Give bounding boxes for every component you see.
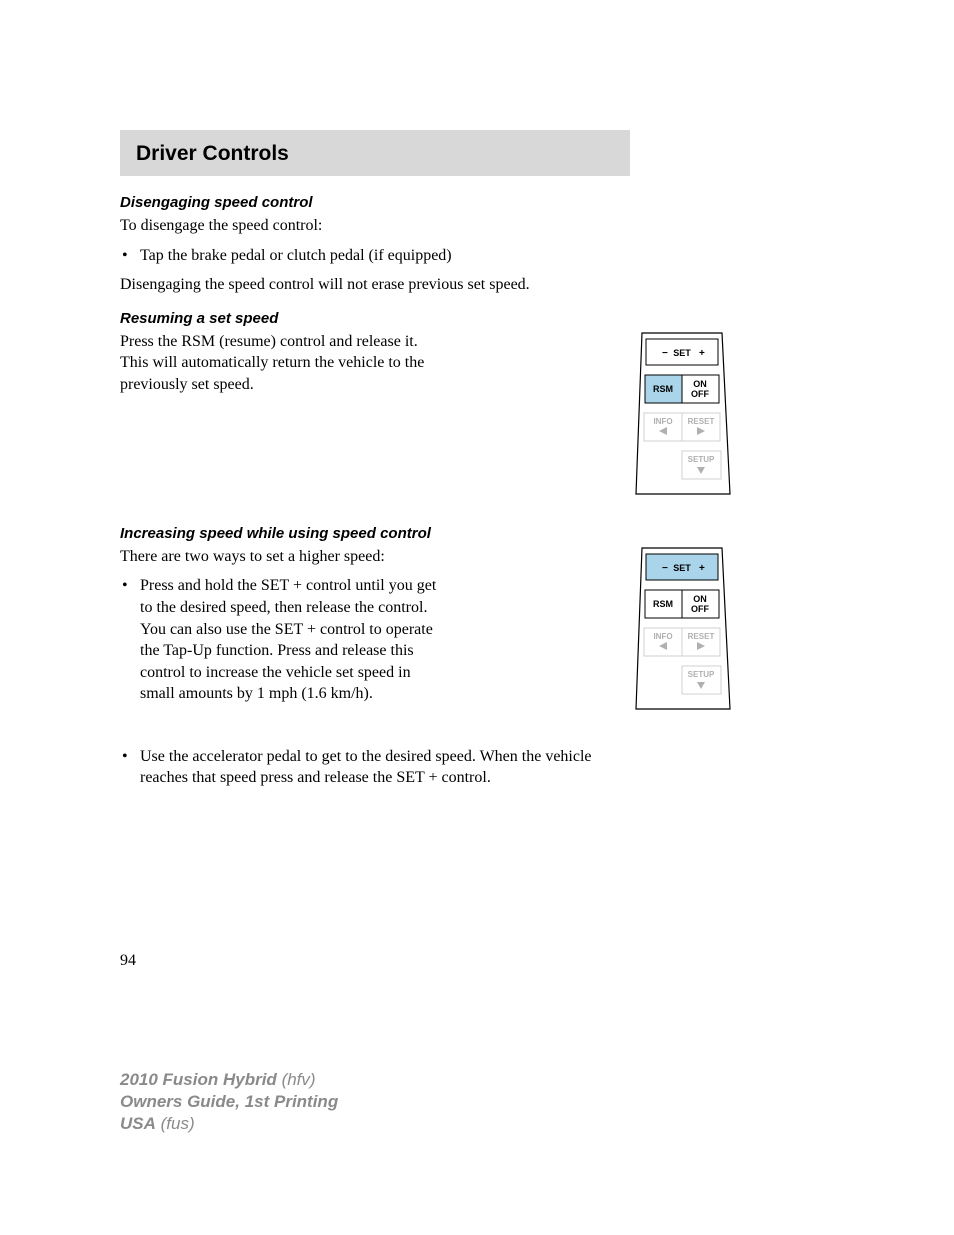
footer-code-2: (fus) <box>161 1114 195 1133</box>
footer: 2010 Fusion Hybrid (hfv) Owners Guide, 1… <box>120 1069 338 1135</box>
footer-line-2: Owners Guide, 1st Printing <box>120 1091 338 1113</box>
chapter-title: Driver Controls <box>136 142 614 166</box>
reset-label: RESET <box>688 417 715 426</box>
off-label-2: OFF <box>691 604 709 614</box>
plus-label: + <box>699 348 705 359</box>
set-label: SET <box>673 348 691 358</box>
on-label-2: ON <box>693 594 707 604</box>
setup-label-2: SETUP <box>688 670 715 679</box>
rsm-label-2: RSM <box>653 599 673 609</box>
footer-line-3: USA (fus) <box>120 1113 338 1135</box>
diagram-increase: − SET + RSM ON OFF INFO RESET <box>634 546 734 711</box>
text-increase-intro: There are two ways to set a higher speed… <box>120 546 440 568</box>
footer-line-1: 2010 Fusion Hybrid (hfv) <box>120 1069 338 1091</box>
bullet-increase-2: Use the accelerator pedal to get to the … <box>120 746 620 789</box>
bullet-increase-1: Press and hold the SET + control until y… <box>120 575 440 705</box>
minus-label: − <box>662 348 668 359</box>
minus-label-2: − <box>662 563 668 574</box>
footer-model: 2010 Fusion Hybrid <box>120 1070 277 1089</box>
text-disengage-intro: To disengage the speed control: <box>120 215 834 237</box>
setup-label: SETUP <box>688 455 715 464</box>
section-increase: Increasing speed while using speed contr… <box>120 525 834 789</box>
info-label: INFO <box>653 417 672 426</box>
off-label: OFF <box>691 389 709 399</box>
bullet-disengage-1: Tap the brake pedal or clutch pedal (if … <box>120 245 834 267</box>
heading-increase: Increasing speed while using speed contr… <box>120 525 834 542</box>
on-label: ON <box>693 379 707 389</box>
reset-label-2: RESET <box>688 632 715 641</box>
footer-guide: Owners Guide, 1st Printing <box>120 1092 338 1111</box>
text-resume-body: Press the RSM (resume) control and relea… <box>120 331 440 396</box>
text-disengage-note: Disengaging the speed control will not e… <box>120 274 834 296</box>
info-label-2: INFO <box>653 632 672 641</box>
page-number: 94 <box>120 952 136 970</box>
footer-region: USA <box>120 1114 156 1133</box>
diagram-resume: − SET + RSM ON OFF INFO RESET <box>634 331 734 496</box>
set-label-2: SET <box>673 563 691 573</box>
heading-resume: Resuming a set speed <box>120 310 834 327</box>
rsm-label: RSM <box>653 384 673 394</box>
plus-label-2: + <box>699 563 705 574</box>
footer-code-1: (hfv) <box>282 1070 316 1089</box>
manual-page: Driver Controls Disengaging speed contro… <box>0 0 954 1235</box>
section-disengage: Disengaging speed control To disengage t… <box>120 194 834 296</box>
chapter-header: Driver Controls <box>120 130 630 176</box>
heading-disengage: Disengaging speed control <box>120 194 834 211</box>
list-increase-b: Use the accelerator pedal to get to the … <box>120 746 620 789</box>
list-disengage: Tap the brake pedal or clutch pedal (if … <box>120 245 834 267</box>
section-resume: Resuming a set speed Press the RSM (resu… <box>120 310 834 511</box>
list-increase-a: Press and hold the SET + control until y… <box>120 575 440 705</box>
